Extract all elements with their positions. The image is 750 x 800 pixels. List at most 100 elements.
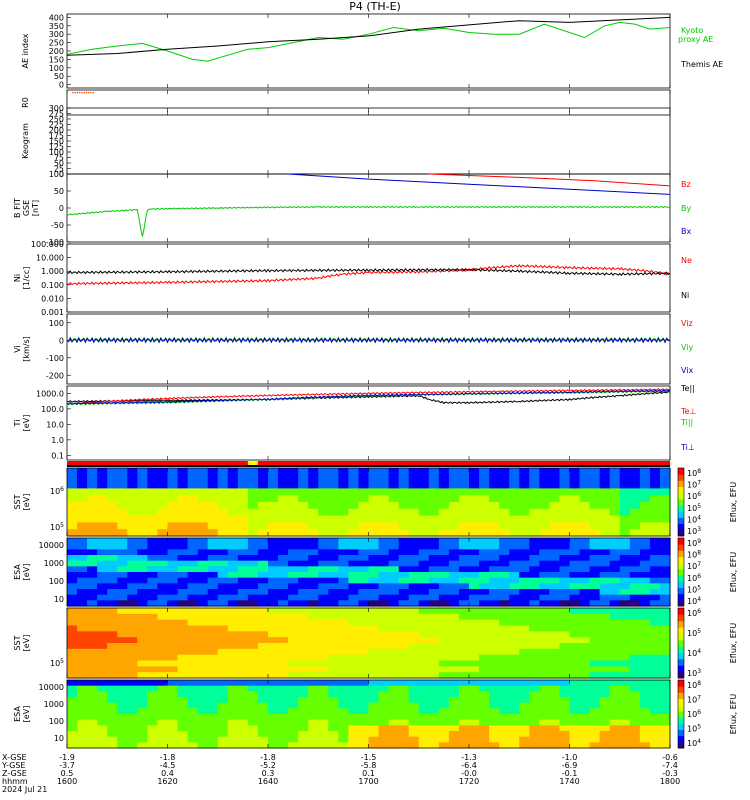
sst-e-colorbar-segment — [678, 511, 684, 518]
sst-e-cell — [469, 474, 480, 483]
sst-e-cell — [328, 529, 339, 537]
density-ytick-label: 10.000 — [36, 254, 64, 263]
sst-e-cell — [378, 468, 390, 476]
esa-e-cell — [629, 600, 641, 607]
sst-i-cell — [469, 666, 480, 673]
sst-i-cell — [529, 648, 540, 656]
sst-i-cell — [97, 613, 108, 621]
sst-e-cell — [177, 495, 189, 503]
esa-i-cell — [288, 680, 299, 687]
sst-e-cell — [438, 481, 450, 489]
sst-e-cell — [107, 515, 118, 523]
sst-i-cell — [589, 654, 601, 662]
esa-e-cell — [629, 560, 641, 567]
sst-e-cell — [479, 474, 490, 483]
esa-i-cell — [448, 708, 460, 715]
esa-i-cell — [559, 697, 571, 704]
esa-i-cell — [127, 731, 138, 738]
sst-i-cell — [458, 672, 470, 679]
esa-i-cell — [489, 697, 500, 704]
sst-i-cell — [609, 672, 621, 679]
sst-i-cell — [237, 637, 249, 644]
keogram-ytick-label: 150 — [49, 137, 64, 146]
sst-e-cell — [237, 502, 249, 510]
sst-e-cell — [629, 468, 641, 476]
esa-i-cell — [519, 691, 530, 698]
esa-i-cell — [589, 697, 601, 704]
sst-i-cell — [358, 672, 370, 679]
sst-e-cell — [539, 522, 550, 530]
sst-e-cell — [308, 474, 319, 483]
sst-e-cell — [428, 481, 440, 489]
sst-i-cell — [107, 643, 118, 650]
esa-e-cell — [519, 566, 530, 573]
sst-i-cell — [227, 631, 239, 638]
esa-e-cell — [569, 566, 581, 573]
temp-line-3 — [66, 389, 671, 405]
sst-e-cell — [579, 468, 591, 476]
esa-i-cell — [569, 691, 581, 698]
xaxis-value: 0.3 — [262, 769, 275, 778]
sst-i-cell — [177, 625, 189, 632]
esa-e-cell — [338, 600, 349, 607]
esa-e-cell — [308, 600, 319, 607]
esa-i-cell — [268, 725, 279, 732]
esa-e-colorbar-segment — [678, 550, 684, 558]
esa-i-cell — [137, 731, 148, 738]
esa-e-cell — [589, 600, 601, 607]
esa-i-cell — [87, 680, 98, 687]
sst-e-cell — [217, 508, 229, 517]
esa-i-cell — [167, 702, 179, 709]
esa-i-cell — [428, 725, 440, 732]
sst-e-cell — [368, 488, 380, 496]
esa-e-cell — [659, 577, 671, 584]
esa-e-cell — [609, 589, 621, 596]
esa-i-cell — [167, 697, 179, 704]
sst-e-cell — [569, 481, 581, 489]
esa-e-cell — [97, 600, 108, 607]
sst-e-cell — [338, 495, 349, 503]
esa-e-cell — [167, 566, 179, 573]
sst-i-cell — [549, 625, 561, 632]
esa-e-cell — [499, 589, 510, 596]
sst-e-cell — [207, 495, 219, 503]
sst-i-cell — [579, 660, 591, 667]
sst-i-cell — [308, 643, 319, 650]
esa-e-cell — [378, 555, 390, 562]
esa-i-cell — [629, 685, 641, 692]
sst-e-cell — [227, 529, 239, 537]
esa-i-cell — [609, 697, 621, 704]
esa-e-cell — [127, 589, 138, 596]
esa-i-cell — [298, 685, 309, 692]
sst-i-cell — [519, 613, 530, 621]
esa-e-ytick: 100 — [49, 577, 64, 586]
esa-e-cell — [529, 566, 540, 573]
sst-e-cell — [147, 481, 159, 489]
sst-i-cell — [167, 608, 179, 615]
esa-i-cell — [629, 719, 641, 726]
esa-e-cell — [358, 566, 370, 573]
esa-e-cell — [549, 589, 561, 596]
sst-e-cell — [97, 508, 108, 517]
sst-e-cell — [257, 502, 269, 510]
esa-i-cell — [237, 691, 249, 698]
temperature-ytick-label: 0.1 — [51, 451, 64, 460]
esa-e-cell — [157, 572, 169, 579]
esa-i-cell — [318, 691, 329, 698]
sst-i-cell — [599, 654, 611, 662]
esa-i-cell — [87, 702, 98, 709]
esa-e-cell — [157, 543, 169, 550]
esa-e-cell — [338, 560, 349, 567]
esa-i-cell — [117, 685, 128, 692]
esa-i-cell — [388, 680, 400, 687]
esa-e-cell — [448, 538, 460, 545]
esa-i-cell — [217, 691, 229, 698]
esa-e-cell — [97, 572, 108, 579]
sst-i-cell — [398, 648, 410, 656]
sst-i-cell — [579, 619, 591, 627]
sst-i-cell — [107, 625, 118, 632]
esa-e-cell — [77, 577, 88, 584]
sst-e-cell — [458, 515, 470, 523]
esa-e-cell — [147, 572, 159, 579]
sst-i-cell — [489, 631, 500, 638]
